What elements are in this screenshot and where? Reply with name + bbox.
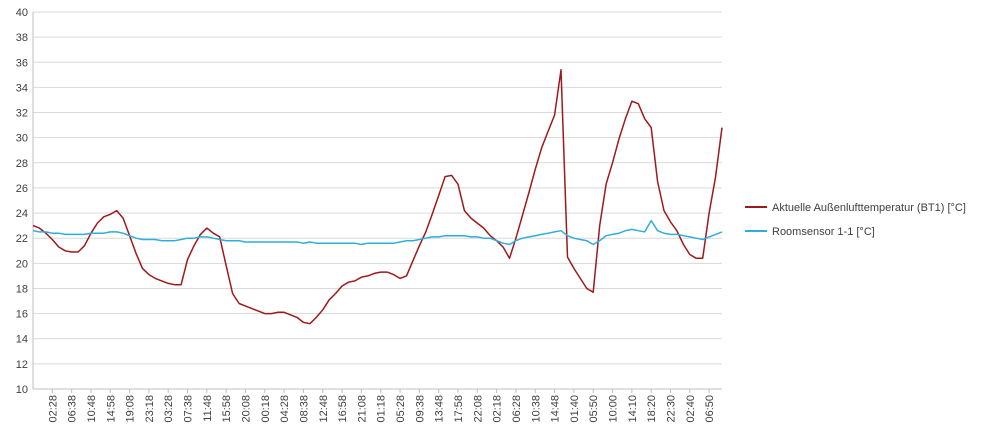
y-tick-label: 14 (16, 334, 28, 346)
x-tick-label: 05:28 (395, 395, 407, 423)
series-line (32, 69, 723, 325)
x-tick-label: 05:50 (588, 395, 600, 423)
legend-label: Aktuelle Außenlufttemperatur (BT1) [°C] (772, 202, 966, 214)
x-tick-label: 23:18 (144, 395, 156, 423)
y-tick-label: 16 (16, 309, 28, 321)
x-tick-label: 13:48 (434, 395, 446, 423)
x-tick-label: 03:28 (163, 395, 175, 423)
y-tick-label: 38 (16, 32, 28, 44)
y-tick-label: 34 (16, 82, 28, 94)
x-tick-label: 10:48 (86, 395, 98, 423)
x-tick-label: 06:50 (704, 395, 716, 423)
y-tick-label: 40 (16, 7, 28, 19)
y-tick-label: 28 (16, 158, 28, 170)
y-tick-label: 24 (16, 208, 28, 220)
x-tick-label: 01:40 (569, 395, 581, 423)
x-tick-label: 14:48 (550, 395, 562, 423)
x-tick-label: 12:48 (318, 395, 330, 423)
y-tick-label: 32 (16, 108, 28, 120)
x-tick-label: 10:38 (530, 395, 542, 423)
y-tick-label: 20 (16, 258, 28, 270)
x-tick-label: 17:58 (453, 395, 465, 423)
y-tick-label: 18 (16, 283, 28, 295)
x-tick-label: 07:38 (183, 395, 195, 423)
legend-label: Roomsensor 1-1 [°C] (772, 226, 875, 238)
x-tick-label: 22:08 (472, 395, 484, 423)
x-tick-label: 09:38 (414, 395, 426, 423)
x-tick-label: 19:08 (125, 395, 137, 423)
y-tick-label: 10 (16, 384, 28, 396)
y-tick-label: 12 (16, 359, 28, 371)
x-tick-label: 02:28 (47, 395, 59, 423)
x-tick-label: 10:00 (608, 395, 620, 423)
x-tick-label: 00:18 (260, 395, 272, 423)
y-tick-label: 36 (16, 57, 28, 69)
x-tick-label: 16:58 (337, 395, 349, 423)
y-tick-label: 22 (16, 233, 28, 245)
x-tick-label: 02:18 (492, 395, 504, 423)
x-tick-label: 21:08 (356, 395, 368, 423)
x-tick-label: 11:48 (202, 395, 214, 422)
x-tick-label: 14:10 (627, 395, 639, 423)
x-tick-label: 04:28 (279, 395, 291, 423)
x-tick-label: 20:08 (240, 395, 252, 423)
x-tick-label: 15:58 (221, 395, 233, 423)
x-tick-label: 02:40 (685, 395, 697, 423)
x-tick-label: 06:38 (67, 395, 79, 423)
x-tick-label: 18:20 (646, 395, 658, 423)
x-tick-label: 01:18 (376, 395, 388, 423)
x-tick-label: 08:38 (298, 395, 310, 423)
y-tick-label: 26 (16, 183, 28, 195)
x-tick-label: 22:30 (665, 395, 677, 423)
x-tick-label: 06:28 (511, 395, 523, 423)
series-line (32, 219, 723, 246)
y-tick-label: 30 (16, 133, 28, 145)
x-tick-label: 14:58 (105, 395, 117, 423)
